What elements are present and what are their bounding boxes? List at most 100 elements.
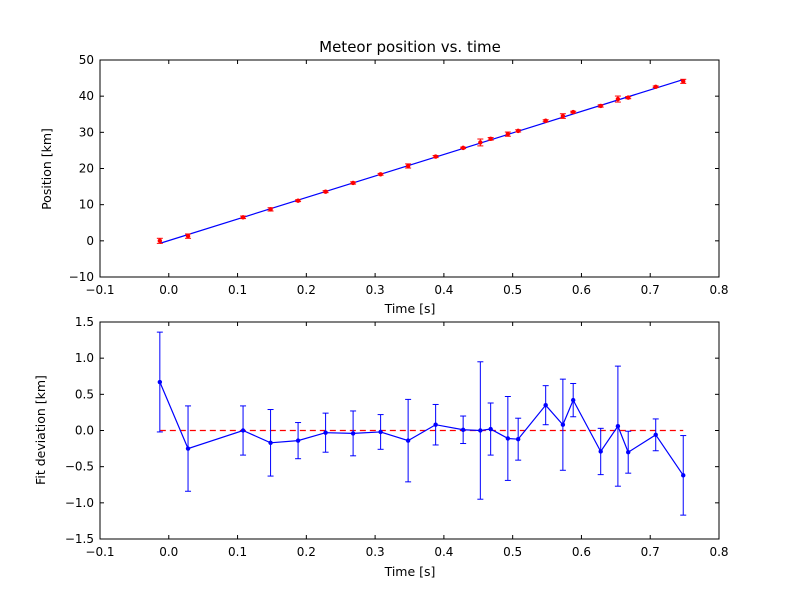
y-tick-label: 0 — [86, 234, 94, 248]
position-chart: Meteor position vs. time −0.1 0.0 0.1 0.2 0.… — [39, 38, 729, 316]
x-tick-label: 0.3 — [366, 283, 385, 297]
x-tick-label: −0.1 — [85, 545, 114, 559]
y-tick-label: 40 — [79, 89, 94, 103]
data-point — [377, 414, 384, 450]
point-marker — [681, 473, 686, 478]
data-point — [405, 398, 412, 483]
y-tick-label: −0.5 — [65, 460, 94, 474]
data-point — [156, 331, 163, 433]
y-tick-label: 50 — [79, 53, 94, 67]
data-point — [625, 95, 632, 100]
x-tick-label: 0.5 — [503, 545, 522, 559]
point-marker — [157, 379, 163, 385]
data-point — [432, 154, 439, 159]
data-point — [240, 405, 247, 456]
x-tick-label: 0.3 — [366, 545, 385, 559]
x-tick-label: 0.7 — [641, 545, 660, 559]
point-marker — [323, 430, 328, 435]
x-tick-label: 0.2 — [297, 283, 316, 297]
point-marker — [295, 438, 301, 443]
point-marker — [543, 118, 548, 123]
point-marker — [185, 446, 191, 451]
data-point — [542, 385, 549, 426]
data-points-group — [156, 78, 687, 244]
point-marker — [350, 431, 356, 436]
x-tick-label: 0.5 — [503, 283, 522, 297]
data-point — [504, 396, 511, 481]
data-point — [156, 237, 163, 244]
data-point — [680, 78, 687, 84]
point-marker — [505, 131, 511, 137]
data-point — [460, 415, 467, 445]
point-marker — [240, 215, 246, 220]
point-marker — [268, 440, 273, 445]
point-marker — [157, 238, 163, 244]
data-point — [614, 365, 621, 487]
y-axis-label: Fit deviation [km] — [33, 375, 48, 485]
point-marker — [505, 436, 511, 441]
x-tick-label: −0.1 — [85, 283, 114, 297]
y-tick-label: 0.5 — [75, 387, 94, 401]
point-marker — [681, 79, 686, 84]
point-marker — [240, 428, 246, 433]
data-point — [680, 435, 687, 516]
data-point — [185, 405, 192, 492]
x-tick-label: 0.0 — [159, 283, 178, 297]
data-point — [597, 427, 604, 476]
point-marker — [515, 436, 521, 442]
point-marker — [478, 428, 483, 433]
point-marker — [478, 140, 483, 145]
data-point — [460, 145, 467, 151]
point-marker — [405, 438, 411, 443]
x-tick-label: 0.4 — [434, 545, 453, 559]
point-marker — [433, 422, 438, 427]
y-tick-label: −1.0 — [65, 496, 94, 510]
data-point — [597, 103, 604, 109]
data-point — [570, 382, 577, 418]
point-marker — [460, 427, 466, 432]
x-tick-label: 0.1 — [228, 283, 247, 297]
data-point — [652, 84, 659, 89]
data-point — [614, 95, 621, 103]
x-tick-label: 0.7 — [641, 283, 660, 297]
y-tick-label: −10 — [69, 270, 94, 284]
data-point — [322, 412, 329, 453]
point-marker — [488, 136, 493, 142]
point-marker — [323, 189, 328, 194]
data-point — [322, 189, 329, 194]
x-tick-label: 0.2 — [297, 545, 316, 559]
point-marker — [615, 423, 621, 429]
point-marker — [460, 145, 466, 151]
data-point — [350, 180, 357, 186]
point-marker — [433, 154, 438, 159]
data-point — [295, 198, 302, 203]
point-marker — [570, 109, 576, 115]
data-point — [559, 378, 566, 471]
data-point — [432, 403, 439, 446]
data-point — [477, 361, 484, 500]
data-point — [350, 410, 357, 457]
y-tick-label: 30 — [79, 125, 94, 139]
y-tick-label: 10 — [79, 198, 94, 212]
fit-line-group — [159, 78, 684, 244]
data-point — [652, 418, 659, 452]
point-marker — [268, 207, 273, 212]
ticks-group: −0.1 0.0 0.1 0.2 0.3 0.4 0.5 0.6 0.7 0.8 −1.5 −1.0 −… — [65, 315, 729, 559]
data-point — [487, 402, 494, 456]
data-point — [267, 409, 274, 477]
point-marker — [405, 163, 411, 169]
point-marker — [653, 432, 658, 438]
x-tick-label: 0.1 — [228, 545, 247, 559]
data-point — [487, 136, 494, 142]
data-point — [267, 207, 274, 212]
point-marker — [350, 180, 356, 186]
point-marker — [488, 426, 493, 432]
ticks-group: −0.1 0.0 0.1 0.2 0.3 0.4 0.5 0.6 0.7 0.8 −10 0 10 20 3… — [69, 53, 729, 297]
data-point — [185, 233, 192, 239]
point-marker — [560, 422, 566, 427]
data-point — [477, 138, 484, 147]
data-point — [515, 417, 522, 461]
point-marker — [378, 172, 383, 177]
x-axis-label: Time [s] — [384, 564, 436, 579]
